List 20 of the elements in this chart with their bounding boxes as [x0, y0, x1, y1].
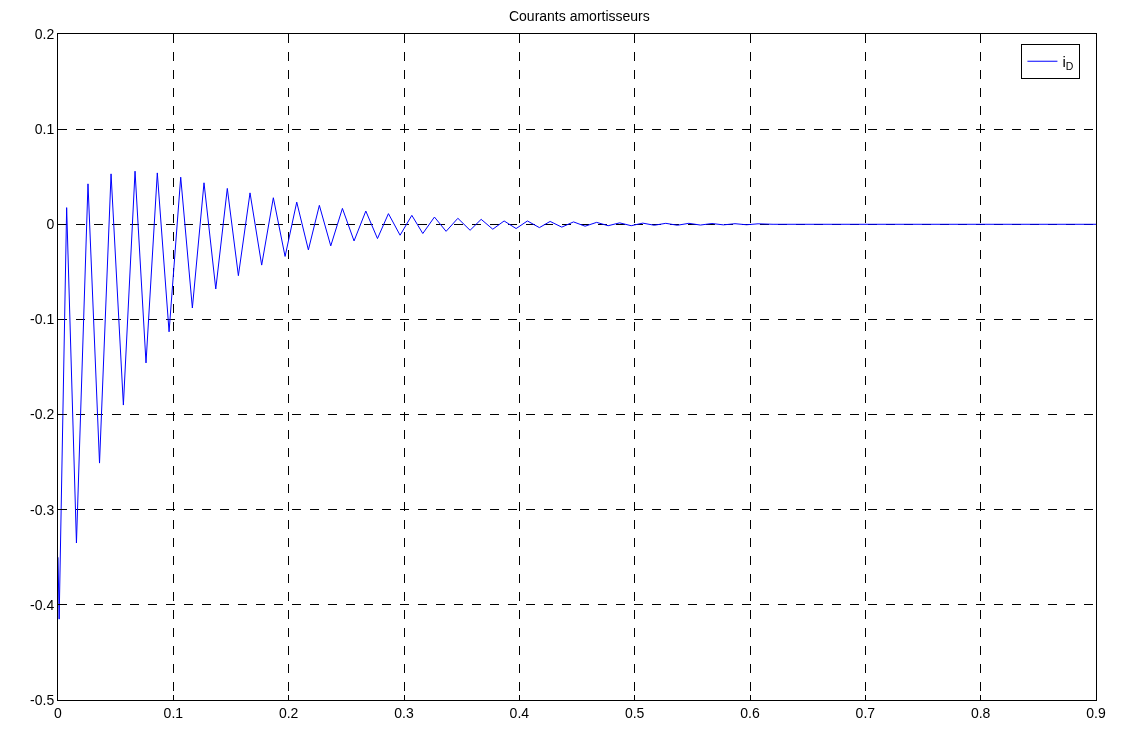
y-tick-label: -0.3 [30, 501, 55, 518]
y-tick-label: -0.1 [30, 311, 55, 328]
x-tick-label: 0.1 [163, 704, 184, 721]
x-tick-label: 0.4 [509, 704, 530, 721]
y-tick-label: 0.1 [34, 121, 55, 138]
y-tick-label: -0.4 [30, 596, 55, 613]
y-tick-label: -0.2 [30, 406, 55, 423]
x-tick-label: 0.7 [855, 704, 876, 721]
legend-label: i$_{D}$ [1062, 53, 1074, 73]
line-series [58, 170, 1096, 620]
x-tick-label: 0.6 [740, 704, 760, 721]
y-tick-label: 0 [46, 216, 55, 233]
y-tick-label: 0.2 [34, 25, 55, 42]
x-tick-label: 0.8 [970, 704, 991, 721]
y-tick-label: -0.5 [30, 691, 55, 708]
x-tick-label: 0.3 [394, 704, 414, 721]
chart-title: Courants amortisseurs [508, 7, 650, 24]
x-tick-label: 0.9 [1086, 704, 1106, 721]
x-tick-label: 0.5 [624, 704, 645, 721]
x-tick-label: 0.2 [278, 704, 299, 721]
